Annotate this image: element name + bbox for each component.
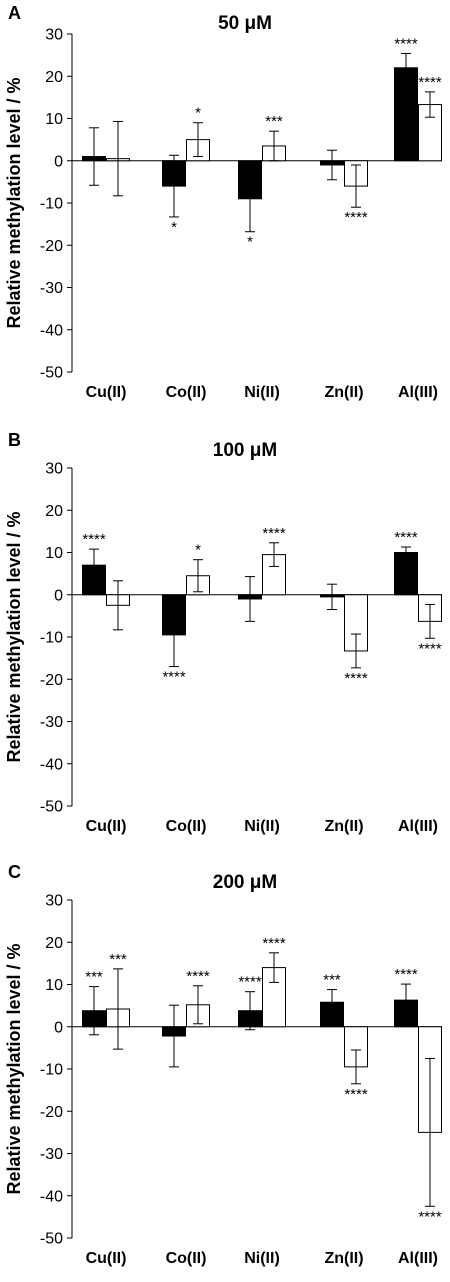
y-tick-label: 20 [45,503,63,520]
y-axis-label: Relative methylation level / % [4,511,24,762]
significance-label: **** [418,74,442,91]
x-tick-label: Cu(II) [86,818,127,835]
x-tick-label: Ni(II) [244,818,280,835]
x-tick-label: Zn(II) [324,1250,363,1267]
y-tick-label: 0 [54,153,63,170]
x-tick-label: Al(III) [398,1250,438,1267]
y-tick-label: 10 [45,545,63,562]
bar-filled [394,552,418,596]
significance-label: *** [109,951,127,968]
significance-label: **** [186,968,210,985]
y-tick-label: -20 [40,238,63,255]
x-tick-label: Co(II) [166,1250,207,1267]
significance-label: **** [82,531,106,548]
y-tick-label: -20 [40,672,63,689]
significance-label: **** [162,669,186,686]
y-axis-label: Relative methylation level / % [4,943,24,1194]
panel-a: A 50 μM 30 20 10 0 -10 -20 -30 -40 -50 Relative met… [4,3,442,401]
y-tick-label: -40 [40,756,63,773]
significance-label: *** [85,969,103,986]
y-tick-label: 30 [45,461,63,478]
panel-letter: C [8,862,21,882]
significance-label: **** [238,974,262,991]
y-tick-label: 10 [45,977,63,994]
significance-label: * [195,105,201,122]
y-tick-label: -40 [40,322,63,339]
y-tick-label: 0 [54,1019,63,1036]
y-tick-label: -30 [40,280,63,297]
y-tick-label: -10 [40,630,63,647]
significance-label: *** [323,972,341,989]
y-tick-label: -30 [40,1146,63,1163]
y-tick-label: 20 [45,935,63,952]
significance-label: **** [262,525,286,542]
significance-label: **** [394,529,418,546]
x-tick-label: Zn(II) [324,384,363,401]
panel-c: C 200 μM 30 20 10 0 -10 -20 -30 -40 -50 Relative me… [4,862,442,1267]
y-tick-label: 0 [54,587,63,604]
x-tick-label: Ni(II) [244,1250,280,1267]
x-tick-label: Al(III) [398,818,438,835]
y-tick-label: -50 [40,365,63,382]
y-tick-label: -50 [40,1231,63,1248]
significance-label: **** [344,1086,368,1103]
x-tick-label: Al(III) [398,384,438,401]
x-tick-label: Ni(II) [244,384,280,401]
panel-letter: A [8,3,21,23]
x-tick-label: Co(II) [166,818,207,835]
y-tick-label: -50 [40,799,63,816]
y-tick-label: -10 [40,1062,63,1079]
significance-label: **** [418,640,442,657]
significance-label: **** [394,966,418,983]
y-tick-label: -20 [40,1104,63,1121]
significance-label: * [195,542,201,559]
x-tick-label: Co(II) [166,384,207,401]
y-tick-label: -10 [40,196,63,213]
significance-label: * [171,219,177,236]
y-tick-label: 30 [45,27,63,44]
y-tick-label: 20 [45,69,63,86]
panel-b: B 100 μM 30 20 10 0 -10 -20 -30 -40 -50 Relative me… [4,430,442,835]
panel-letter: B [8,430,21,450]
y-tick-label: 30 [45,893,63,910]
significance-label: **** [394,35,418,52]
significance-label: *** [265,113,283,130]
significance-label: **** [418,1208,442,1225]
x-tick-label: Cu(II) [86,1250,127,1267]
significance-label: **** [344,670,368,687]
chart-title: 50 μM [218,13,272,34]
significance-label: **** [262,935,286,952]
significance-label: * [247,234,253,251]
significance-label: **** [344,209,368,226]
x-tick-label: Cu(II) [86,384,127,401]
y-tick-label: 10 [45,111,63,128]
y-tick-label: -40 [40,1188,63,1205]
chart-title: 200 μM [213,872,277,893]
y-tick-label: -30 [40,714,63,731]
y-axis-label: Relative methylation level / % [4,77,24,328]
x-tick-label: Zn(II) [324,818,363,835]
chart-title: 100 μM [213,440,277,461]
